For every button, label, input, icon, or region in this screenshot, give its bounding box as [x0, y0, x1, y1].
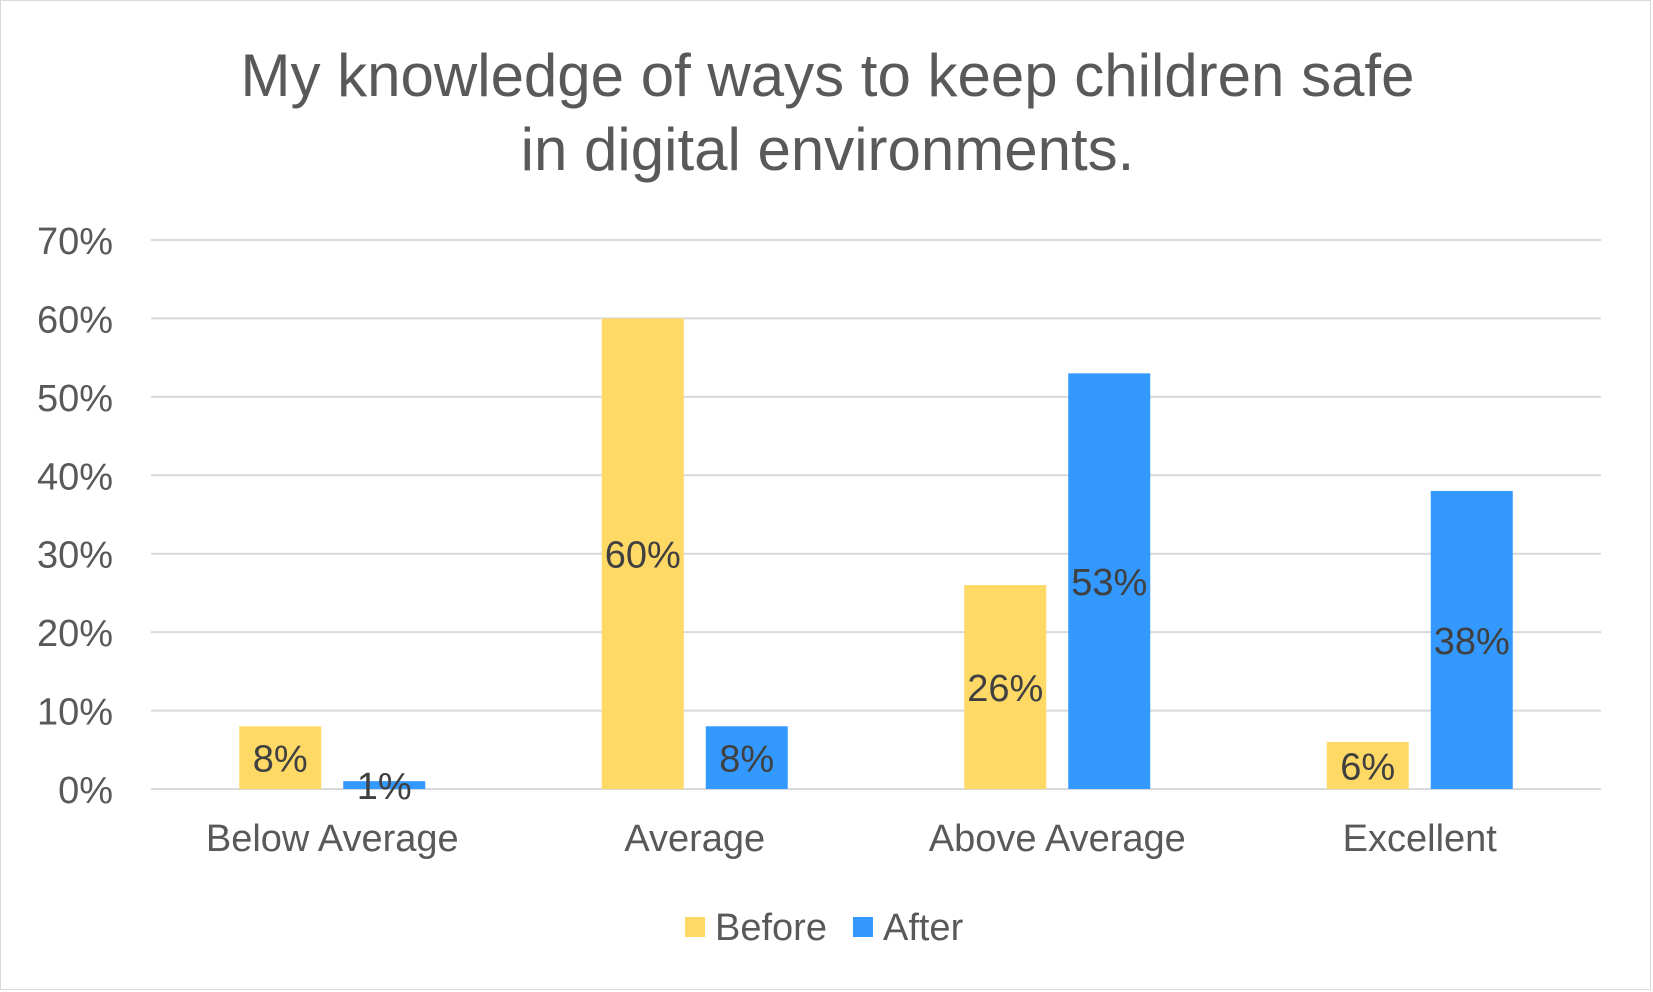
bar-after-excellent	[1430, 490, 1513, 789]
data-label: 38%	[1434, 621, 1510, 663]
y-tick-label: 40%	[37, 456, 113, 498]
bars	[239, 318, 1513, 789]
chart-title: My knowledge of ways to keep children sa…	[101, 39, 1554, 187]
data-label: 6%	[1340, 746, 1395, 788]
chart-title-line-2: in digital environments.	[520, 116, 1135, 183]
data-label: 8%	[719, 739, 774, 781]
legend-swatch-after	[852, 917, 873, 937]
legend-label-after: After	[883, 907, 964, 949]
data-label: 1%	[357, 766, 412, 808]
data-label: 60%	[605, 535, 681, 577]
data-label: 53%	[1071, 562, 1147, 604]
y-tick-label: 70%	[37, 221, 113, 263]
y-tick-label: 20%	[37, 613, 113, 655]
legend-swatch-before	[685, 917, 705, 937]
x-tick-label: Excellent	[1343, 818, 1498, 860]
legend-item-before[interactable]: Before	[685, 907, 827, 949]
bar-before-above-average	[964, 585, 1047, 789]
bar-after-above-average	[1068, 373, 1151, 789]
bar-before-average	[601, 318, 684, 789]
y-tick-label: 10%	[37, 692, 113, 734]
legend[interactable]: Before After	[685, 907, 964, 949]
y-axis-tick-labels: 0% 10% 20% 30% 40% 50% 60% 70%	[37, 221, 113, 812]
data-label: 26%	[967, 668, 1043, 710]
x-tick-label: Below Average	[206, 818, 459, 860]
x-tick-label: Above Average	[929, 818, 1186, 860]
bar-after-average	[705, 726, 788, 789]
bar-before-below-average	[239, 726, 322, 789]
bar-before-excellent	[1326, 741, 1409, 789]
gridlines	[151, 239, 1601, 790]
y-tick-label: 50%	[37, 378, 113, 420]
data-label: 8%	[253, 739, 308, 781]
data-labels: 8% 1% 60% 8% 26% 53% 6% 38%	[253, 535, 1510, 808]
x-tick-label: Average	[624, 818, 765, 860]
y-tick-label: 0%	[58, 770, 113, 812]
bar-after-below-average	[343, 781, 426, 789]
y-tick-label: 60%	[37, 299, 113, 341]
y-tick-label: 30%	[37, 535, 113, 577]
legend-label-before: Before	[715, 907, 827, 949]
x-axis-tick-labels: Below Average Average Above Average Excelle…	[206, 818, 1497, 860]
legend-item-after[interactable]: After	[852, 907, 964, 949]
chart-title-line-1: My knowledge of ways to keep children sa…	[240, 42, 1415, 109]
